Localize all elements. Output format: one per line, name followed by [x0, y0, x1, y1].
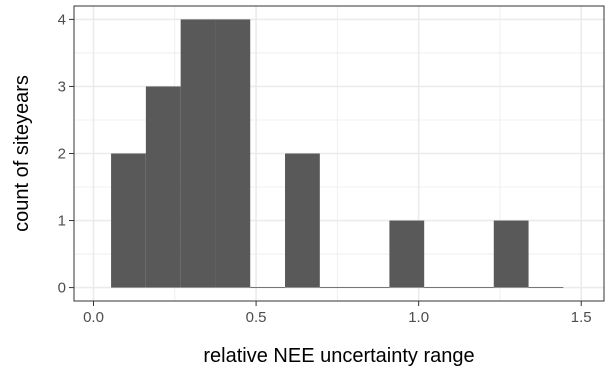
histogram-bar	[528, 287, 564, 288]
histogram-bar	[493, 220, 529, 288]
histogram-bar	[145, 86, 181, 288]
x-tick-label: 1.0	[408, 309, 429, 326]
x-axis-title: relative NEE uncertainty range	[203, 345, 474, 367]
y-tick-label: 4	[58, 11, 66, 28]
y-tick-label: 1	[58, 213, 66, 230]
histogram-bar	[458, 287, 494, 288]
histogram-bar	[111, 153, 146, 288]
histogram-bar	[389, 220, 425, 288]
y-axis-title: count of siteyears	[11, 75, 33, 232]
histogram-bar	[250, 287, 286, 288]
histogram-bar	[215, 19, 251, 288]
histogram-bar	[354, 287, 390, 288]
histogram-bar	[180, 19, 216, 288]
y-tick-label: 0	[58, 280, 66, 297]
x-tick-label: 0.5	[246, 309, 267, 326]
x-axis-ticks: 0.0 0.5 1.0 1.5	[83, 301, 592, 326]
histogram-bars	[111, 19, 564, 288]
x-tick-label: 1.5	[571, 309, 592, 326]
x-tick-label: 0.0	[83, 309, 104, 326]
histogram-bar	[319, 287, 355, 288]
y-tick-label: 3	[58, 78, 66, 95]
y-axis-ticks: 0 1 2 3 4	[58, 11, 74, 297]
y-tick-label: 2	[58, 146, 66, 163]
histogram-bar	[285, 153, 320, 288]
histogram-bar	[424, 287, 459, 288]
